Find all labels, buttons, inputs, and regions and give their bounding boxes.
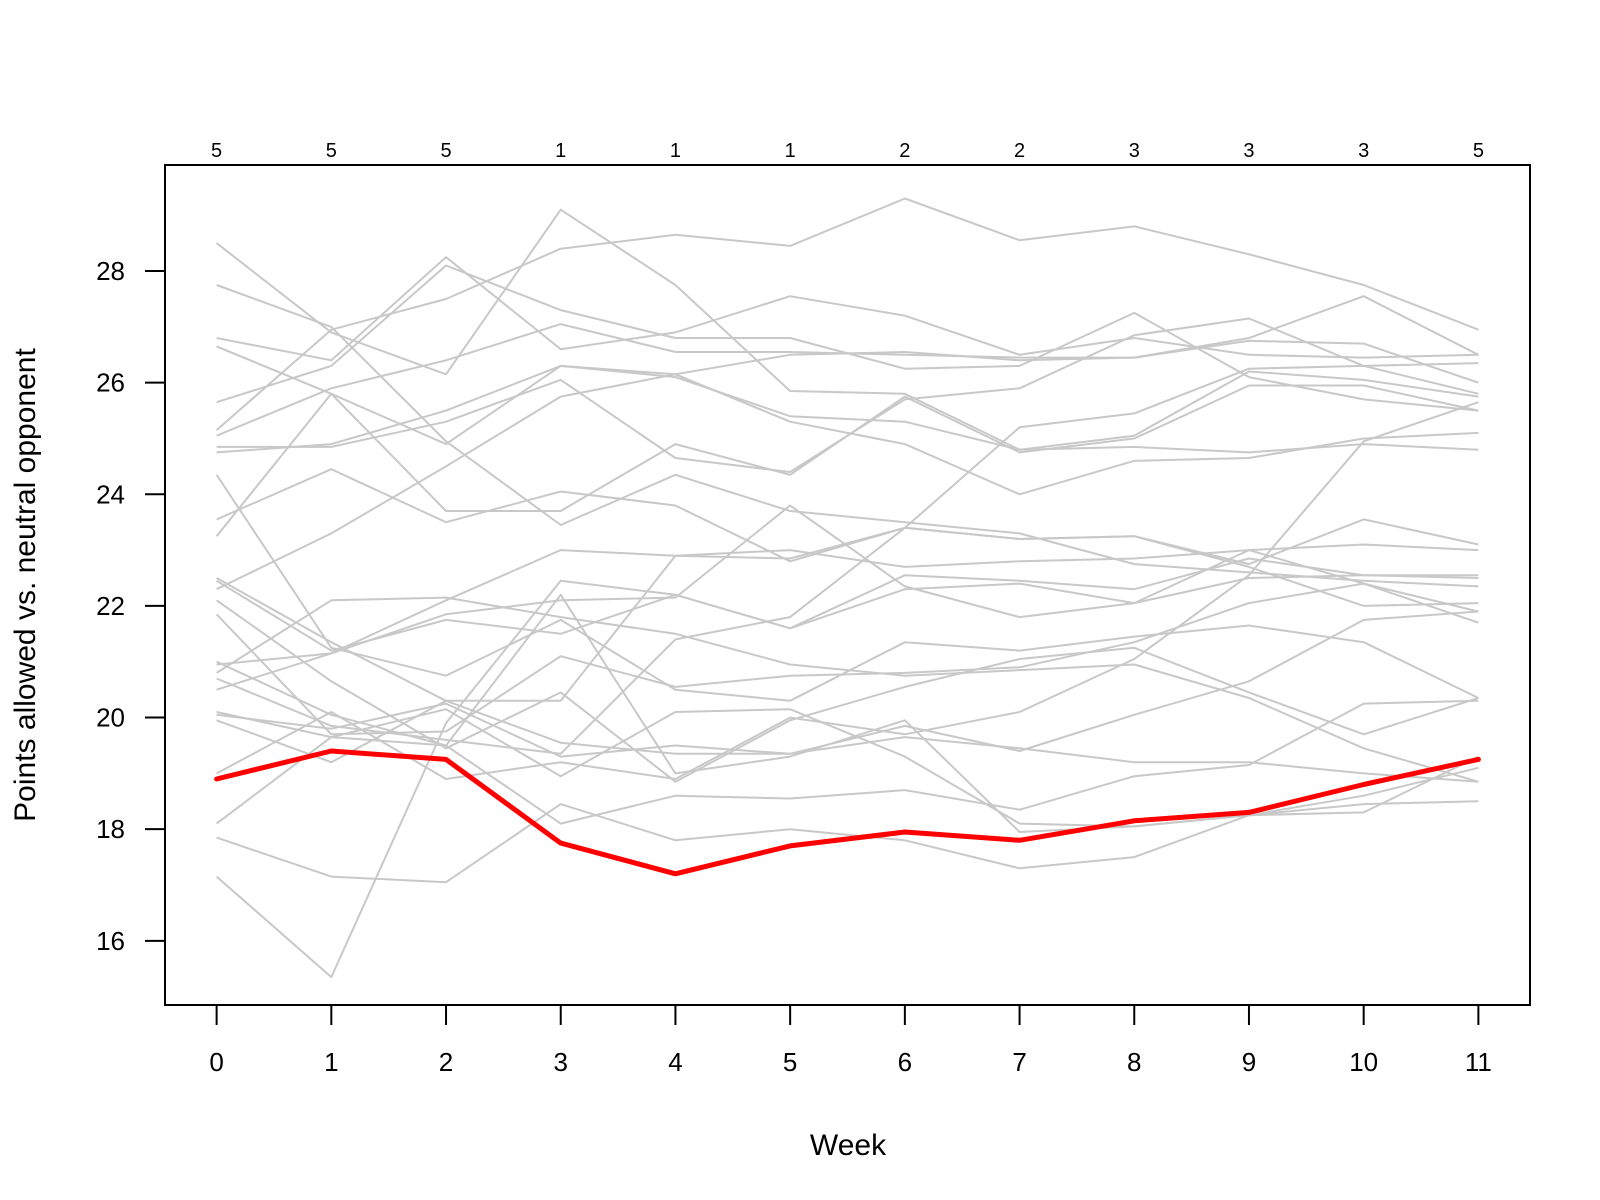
- plot-frame: [164, 164, 1531, 1006]
- series-line-25: [216, 755, 1479, 884]
- top-count-label: 3: [1129, 140, 1140, 162]
- top-count-label: 5: [440, 140, 451, 162]
- top-count-label: 5: [1473, 140, 1484, 162]
- x-tick-label: 1: [324, 1047, 338, 1077]
- y-axis: 16 18 20 22 24 26 28: [96, 256, 165, 956]
- y-tick-label: 28: [96, 256, 125, 286]
- series-line-24: [215, 708, 1479, 828]
- series-line-14: [216, 577, 1479, 783]
- x-tick-label: 0: [209, 1047, 223, 1077]
- series-line-20: [216, 610, 1479, 758]
- series-line-6: [216, 345, 1479, 451]
- series-line-3: [216, 264, 1479, 412]
- x-tick-label: 10: [1349, 1047, 1378, 1077]
- series-line-22: [216, 518, 1479, 764]
- series-line-16: [215, 582, 1479, 736]
- y-tick-label: 26: [96, 368, 125, 398]
- series-line-13: [216, 295, 1479, 591]
- series-line-19: [216, 596, 1479, 783]
- series-line-26: [215, 557, 1479, 979]
- top-count-label: 1: [670, 140, 681, 162]
- series-line-2: [216, 256, 1479, 362]
- top-count-label: 2: [1014, 140, 1025, 162]
- series-line-21: [216, 699, 1479, 825]
- x-tick-label: 8: [1127, 1047, 1141, 1077]
- series-line-17: [216, 543, 1479, 666]
- series-line-11: [215, 384, 1479, 537]
- y-tick-label: 18: [96, 814, 125, 844]
- y-tick-label: 24: [96, 479, 125, 509]
- y-tick-label: 22: [96, 591, 125, 621]
- series-line-8: [216, 364, 1479, 496]
- highlight-layer: [214, 748, 1481, 877]
- x-axis: 0 1 2 3 4 5 6 7 8 9 10 11: [209, 1005, 1492, 1077]
- top-count-label: 5: [326, 140, 337, 162]
- top-count-label: 3: [1358, 140, 1369, 162]
- y-tick-label: 16: [96, 926, 125, 956]
- highlight-series-line: [214, 748, 1481, 877]
- x-tick-label: 2: [439, 1047, 453, 1077]
- series-line-28: [216, 364, 1479, 755]
- x-tick-label: 4: [668, 1047, 682, 1077]
- x-tick-label: 7: [1012, 1047, 1026, 1077]
- top-count-label: 1: [785, 140, 796, 162]
- x-tick-label: 9: [1242, 1047, 1256, 1077]
- series-line-4: [215, 197, 1479, 431]
- x-tick-label: 5: [783, 1047, 797, 1077]
- top-count-label: 5: [211, 140, 222, 162]
- x-tick-label: 3: [554, 1047, 568, 1077]
- series-line-27: [216, 593, 1479, 833]
- series-line-10: [216, 468, 1479, 607]
- top-count-label: 3: [1243, 140, 1254, 162]
- series-line-15: [216, 574, 1479, 652]
- top-annotation-labels: 5 5 5 1 1 1 2 2 3 3 3 5: [211, 140, 1484, 162]
- y-tick-label: 20: [96, 703, 125, 733]
- top-count-label: 2: [899, 140, 910, 162]
- x-tick-label: 11: [1465, 1047, 1492, 1077]
- x-axis-title: Week: [810, 1129, 887, 1162]
- series-line-29: [216, 599, 1479, 783]
- x-tick-label: 6: [898, 1047, 912, 1077]
- series-layer: [215, 197, 1479, 979]
- series-line-1: [215, 208, 1479, 454]
- series-line-12: [215, 474, 1479, 702]
- top-count-label: 1: [555, 140, 566, 162]
- y-axis-title: Points allowed vs. neutral opponent: [9, 348, 42, 822]
